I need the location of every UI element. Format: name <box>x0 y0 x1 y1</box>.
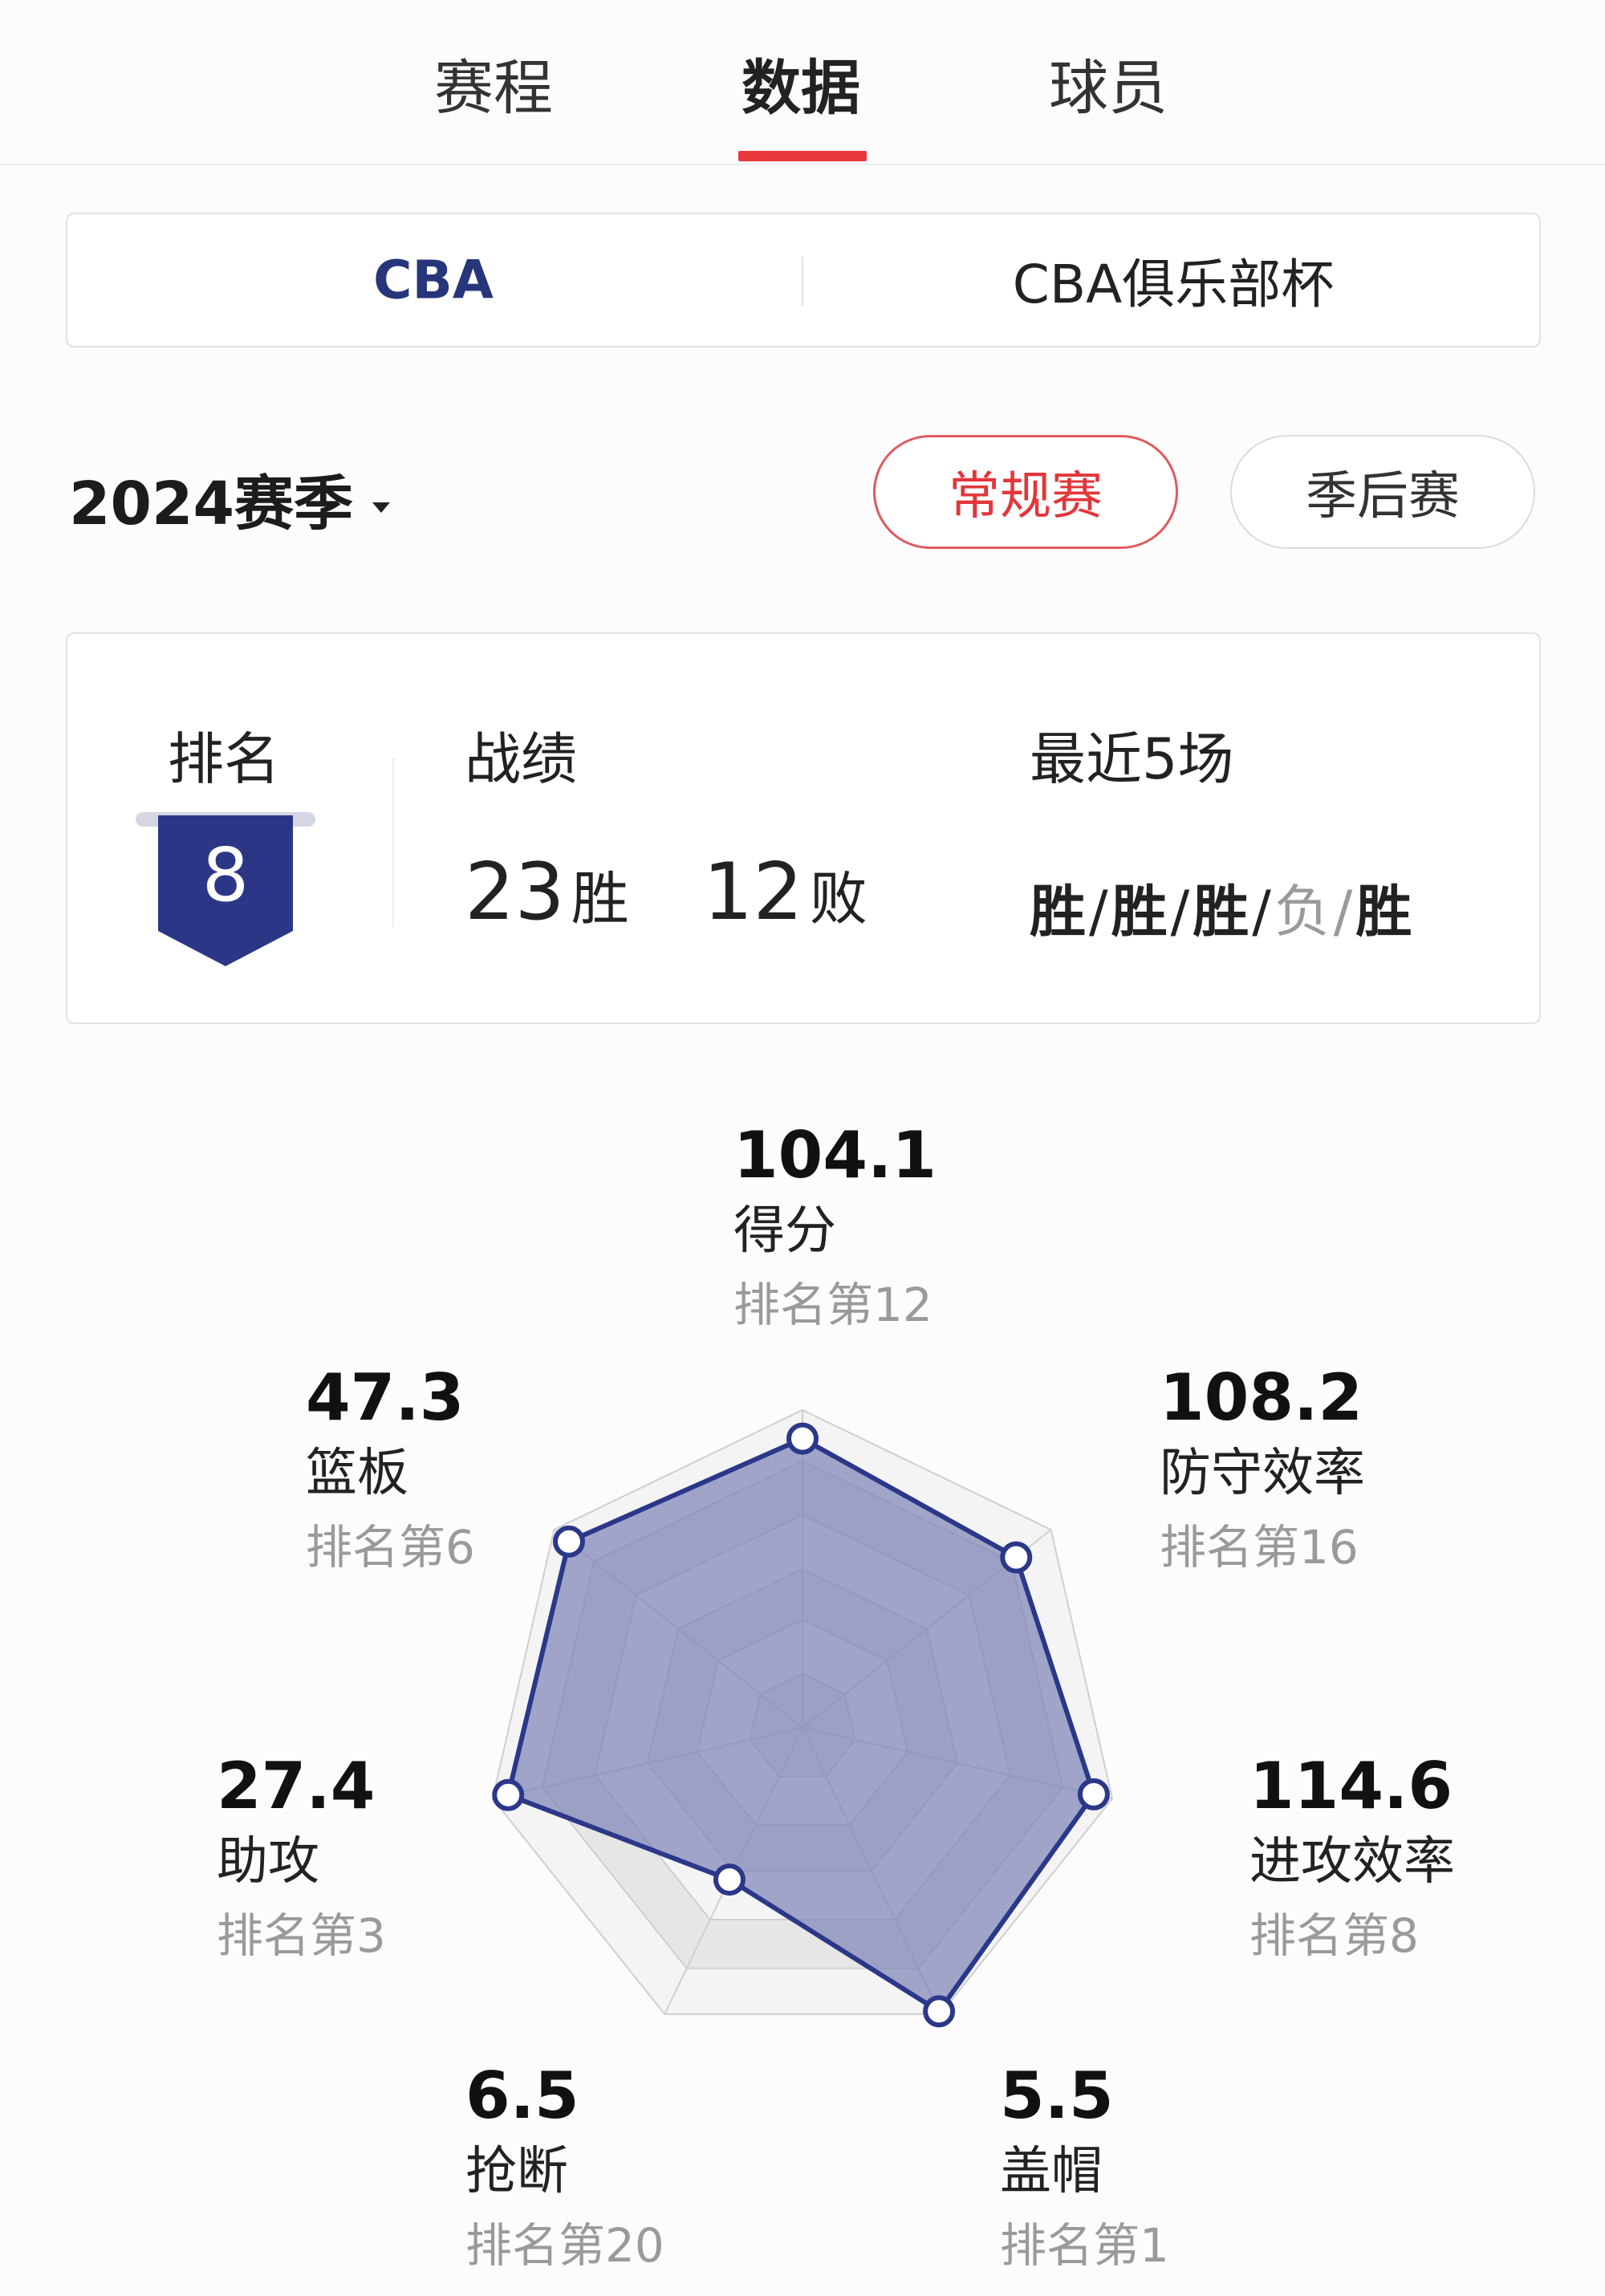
stat-name: 抢断 <box>465 2142 568 2201</box>
stat-value: 27.4 <box>217 1749 376 1823</box>
stat-value: 108.2 <box>1160 1360 1363 1435</box>
recent-games-label: 最近5场 <box>1030 726 1234 792</box>
separator: / <box>1089 879 1108 945</box>
separator: / <box>1333 879 1353 945</box>
stat-rank: 排名第16 <box>1160 1520 1359 1575</box>
stat-value: 5.5 <box>1000 2058 1114 2133</box>
separator: / <box>1170 879 1190 945</box>
radar-data-area <box>506 1436 1096 2014</box>
stat-rebounds: 47.3 篮板排名第6 <box>306 1359 475 1584</box>
radar-data-point <box>923 1995 956 2028</box>
radar-data-point <box>552 1525 585 1558</box>
stat-value: 104.1 <box>733 1118 937 1193</box>
stat-rank: 排名第12 <box>733 1278 933 1332</box>
wins-count: 23 <box>465 847 565 938</box>
stat-blocks: 5.5 盖帽排名第1 <box>1000 2058 1169 2282</box>
season-label: 2024赛季 <box>69 469 353 538</box>
recent-results: 胜/胜/胜/负/胜 <box>1030 867 1412 948</box>
rank-badge-icon: 8 <box>136 812 315 966</box>
stat-rank: 排名第6 <box>306 1520 475 1575</box>
stat-name: 进攻效率 <box>1249 1832 1455 1892</box>
stat-points: 104.1 得分排名第12 <box>733 1117 937 1342</box>
radar-data-point <box>1000 1541 1033 1574</box>
tab-data[interactable]: 数据 <box>742 54 860 123</box>
stat-rank: 排名第8 <box>1249 1908 1419 1963</box>
stat-name: 得分 <box>733 1201 836 1261</box>
divider <box>802 256 803 306</box>
stat-assists: 27.4 助攻排名第3 <box>217 1748 386 1973</box>
wins-unit: 胜 <box>571 865 629 933</box>
playoff-button[interactable]: 季后赛 <box>1230 435 1535 549</box>
stat-rank: 排名第20 <box>465 2218 664 2273</box>
league-tab-cba[interactable]: CBA <box>373 249 494 311</box>
losses-unit: 败 <box>809 865 868 933</box>
stat-off-rating: 114.6 进攻效率排名第8 <box>1249 1748 1455 1973</box>
stat-name: 助攻 <box>217 1832 319 1892</box>
stat-rank: 排名第1 <box>1000 2218 1169 2273</box>
radar-data-point <box>492 1778 525 1811</box>
season-dropdown[interactable]: 2024赛季 <box>69 456 390 542</box>
stat-value: 47.3 <box>306 1360 465 1435</box>
rank-label: 排名 <box>168 726 280 792</box>
stat-steals: 6.5 抢断排名第20 <box>465 2058 664 2282</box>
result-loss: 负 <box>1274 879 1331 945</box>
stat-def-rating: 108.2 防守效率排名第16 <box>1160 1359 1365 1584</box>
stat-rank: 排名第3 <box>217 1908 386 1963</box>
radar-data-point <box>1077 1778 1110 1810</box>
record-value: 23 胜 12 败 <box>465 847 868 938</box>
radar-data-point <box>786 1422 819 1455</box>
divider <box>0 164 1605 165</box>
league-tab-club-cup[interactable]: CBA俱乐部杯 <box>1012 254 1335 315</box>
caret-down-icon <box>372 502 390 513</box>
stat-name: 盖帽 <box>1000 2142 1103 2201</box>
stat-value: 114.6 <box>1249 1749 1453 1823</box>
active-tab-indicator <box>738 151 867 161</box>
league-switcher: CBA CBA俱乐部杯 <box>66 213 1541 347</box>
result: 胜 <box>1111 879 1168 945</box>
separator: / <box>1252 879 1271 945</box>
losses-count: 12 <box>702 847 803 938</box>
tab-schedule[interactable]: 赛程 <box>434 54 553 123</box>
divider <box>392 758 394 927</box>
regular-season-button[interactable]: 常规赛 <box>873 435 1178 549</box>
record-label: 战绩 <box>465 726 577 792</box>
radar-data-point <box>713 1863 746 1896</box>
tab-players[interactable]: 球员 <box>1049 54 1168 123</box>
result: 胜 <box>1193 879 1249 945</box>
stat-value: 6.5 <box>465 2058 579 2133</box>
rank-value: 8 <box>202 832 250 918</box>
stat-name: 篮板 <box>306 1444 408 1503</box>
result: 胜 <box>1030 879 1086 945</box>
stat-name: 防守效率 <box>1160 1444 1365 1503</box>
result: 胜 <box>1355 879 1412 945</box>
team-summary-card: 排名 8 战绩 23 胜 12 败 最近5场 胜/胜/胜/负/胜 <box>66 632 1541 1024</box>
